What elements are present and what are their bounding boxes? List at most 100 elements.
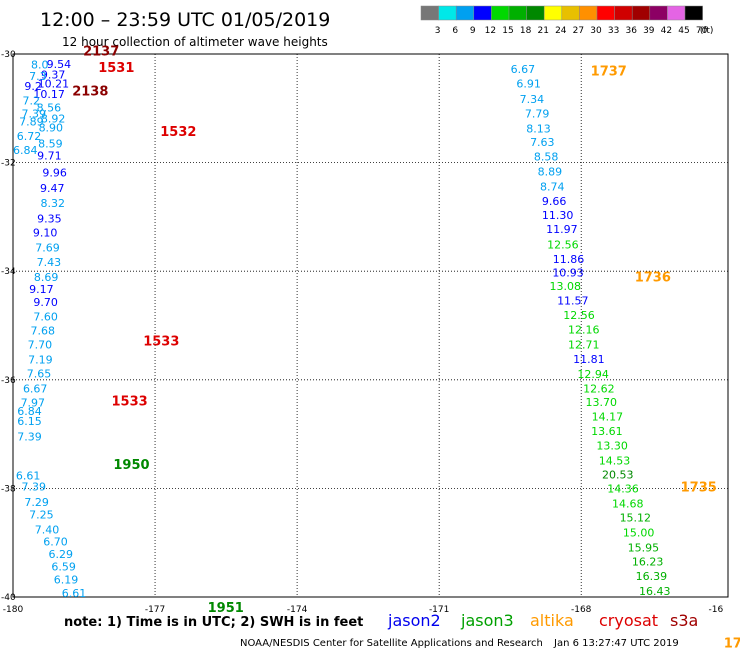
wave-height-value: 13.70 (585, 396, 617, 409)
colorbar-swatch (438, 5, 457, 21)
wave-height-value: 7.34 (520, 93, 545, 106)
colorbar-swatch (543, 5, 563, 21)
wave-height-value: 8.69 (34, 271, 59, 284)
wave-height-value: 6.15 (17, 415, 42, 428)
y-tick-label: -36 (1, 376, 16, 386)
wave-height-value: 9.96 (42, 167, 67, 180)
pass-time-label: 1951 (208, 601, 244, 616)
pass-time-label: 1531 (98, 61, 134, 76)
x-tick-labels: -180 -177 -174 -171 -168 -16 (3, 605, 724, 615)
wave-height-value: 9.10 (33, 226, 58, 239)
satellite-legend-entry: s3a (670, 611, 698, 630)
wave-height-value: 7.39 (17, 431, 42, 444)
pass-time-label: 1533 (111, 394, 147, 409)
colorbar-swatch (455, 5, 475, 21)
colorbar-label: 33 (608, 26, 619, 36)
pass-time-label: 1736 (635, 271, 671, 286)
wave-height-value: 7.60 (33, 311, 58, 324)
colorbar-label: 39 (643, 26, 655, 36)
colorbar-label: 12 (485, 26, 496, 36)
wave-height-value: 10.93 (552, 267, 584, 280)
wave-height-value: 7.65 (27, 368, 52, 381)
wave-height-value: 9.17 (29, 283, 54, 296)
wave-height-value: 13.30 (596, 439, 628, 452)
x-tick-label: -174 (287, 605, 308, 615)
wave-height-value: 14.36 (607, 483, 639, 496)
wave-height-value: 14.68 (612, 497, 644, 510)
colorbar-swatch (667, 5, 686, 21)
wave-height-value: 8.90 (39, 122, 64, 135)
y-tick-label: -32 (1, 159, 16, 169)
wave-height-value: 7.79 (525, 108, 550, 121)
colorbar-label: 42 (661, 26, 672, 36)
colorbar-swatch (561, 5, 580, 21)
wave-height-value: 8.56 (37, 102, 62, 115)
wave-height-value: 15.12 (620, 512, 652, 525)
wave-height-value: 7.39 (22, 108, 47, 121)
pass-time-label: 2138 (72, 84, 108, 99)
colorbar-swatch (491, 5, 510, 21)
wave-height-value: 8.74 (540, 180, 565, 193)
wave-height-value: 15.95 (628, 541, 660, 554)
wave-height-value: 8.89 (538, 166, 563, 179)
colorbar-label: 30 (590, 26, 602, 36)
wave-height-value: 6.84 (13, 144, 38, 157)
wave-height-value: 7.39 (22, 481, 47, 494)
colorbar-swatch (473, 5, 492, 21)
colorbar-swatch (649, 5, 668, 21)
wave-height-value: 7.19 (28, 354, 53, 367)
y-tick-label: -38 (1, 484, 16, 494)
plot-frame (12, 53, 729, 598)
page-subtitle: 12 hour collection of altimeter wave hei… (62, 35, 328, 49)
y-tick-labels: -30 -32 -34 -36 -38 -40 (1, 50, 16, 603)
satellite-legend-entry: altika (530, 611, 574, 630)
wave-height-value: 7.3 (29, 70, 47, 83)
wave-height-value: 16.39 (636, 570, 668, 583)
colorbar-swatch (596, 5, 615, 21)
wave-height-value: 7.40 (35, 523, 60, 536)
wave-height-value: 7.2 (22, 94, 40, 107)
satellite-legend-entry: jason3 (460, 611, 514, 630)
pass-time-label: 1950 (113, 458, 149, 473)
colorbar-label: 3 (435, 26, 441, 36)
wave-height-value: 11.57 (557, 294, 589, 307)
wave-height-value: 6.61 (16, 470, 41, 483)
footer-note: note: 1) Time is in UTC; 2) SWH is in fe… (64, 615, 363, 630)
wave-height-value: 11.97 (546, 223, 578, 236)
wave-height-value: 7.43 (37, 256, 62, 269)
wave-height-value: 6.70 (43, 535, 68, 548)
pass-time-label: 1532 (160, 125, 196, 140)
x-tick-label: -171 (429, 605, 449, 615)
colorbar-label: 6 (452, 26, 458, 36)
wave-height-value: 6.29 (49, 548, 74, 561)
wave-height-value: 12.62 (583, 382, 615, 395)
wave-height-value: 10.17 (33, 88, 65, 101)
y-tick-label: -30 (1, 50, 16, 60)
colorbar-label: 9 (470, 26, 476, 36)
wave-height-value: 7.89 (19, 116, 44, 129)
wave-height-value: 13.61 (591, 425, 623, 438)
wave-height-value: 6.61 (62, 587, 87, 600)
y-tick-label: -40 (1, 593, 16, 603)
wave-height-value: 6.59 (51, 560, 76, 573)
wave-height-value: 16.43 (639, 585, 671, 598)
wave-height-value: 9.54 (47, 58, 71, 71)
pass-time-label: 1533 (143, 335, 179, 350)
wave-height-value: 8.0 (31, 59, 49, 72)
wave-height-value: 9.37 (41, 68, 66, 81)
page-title: 12:00 – 23:59 UTC 01/05/2019 (40, 9, 330, 31)
colorbar-label: 18 (520, 26, 532, 36)
wave-height-value: 10.21 (38, 78, 69, 91)
wave-height-value: 12.16 (568, 324, 600, 337)
colorbar-label: 36 (625, 26, 637, 36)
wave-height-value: 6.67 (511, 63, 536, 76)
wave-height-value: 12.71 (568, 338, 600, 351)
colorbar-unit: (ft) (700, 26, 714, 36)
wave-height-value: 14.53 (599, 455, 631, 468)
wave-height-value: 15.00 (623, 527, 655, 540)
y-tick-label: -34 (1, 267, 16, 277)
colorbar-swatch (579, 5, 598, 21)
colorbar-label: 15 (502, 26, 513, 36)
